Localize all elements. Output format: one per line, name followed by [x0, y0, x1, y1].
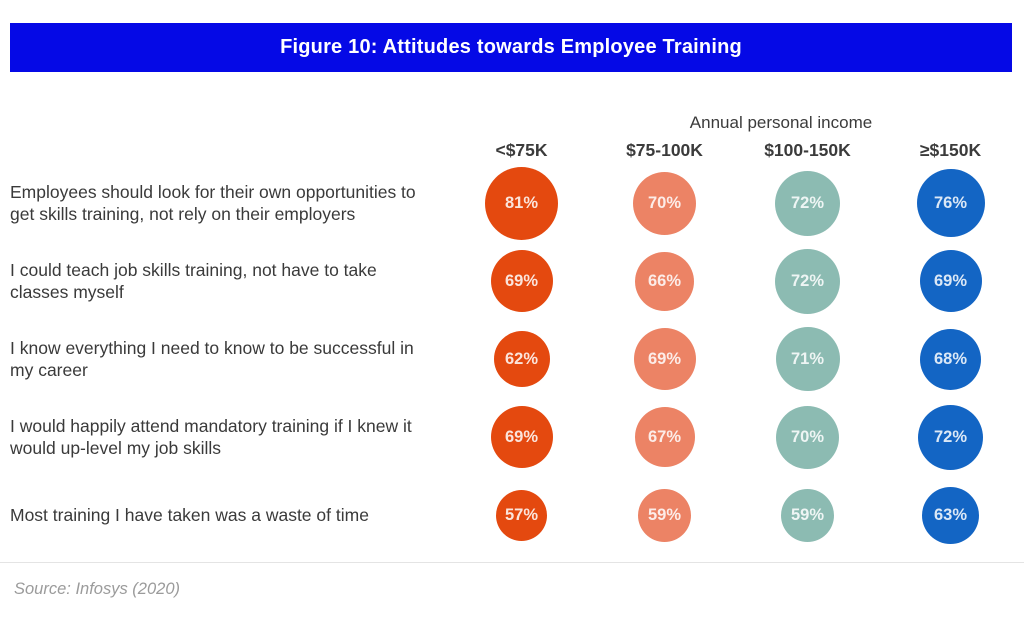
bubble-cell: 70% — [593, 164, 736, 242]
value-bubble: 69% — [490, 406, 553, 468]
figure-title-banner: Figure 10: Attitudes towards Employee Tr… — [10, 23, 1012, 72]
value-bubble: 69% — [490, 250, 553, 312]
table-row: I could teach job skills training, not h… — [10, 242, 1022, 320]
bubble-cell: 68% — [879, 320, 1022, 398]
column-header-1: $75-100K — [626, 140, 703, 160]
table-row: I would happily attend mandatory trainin… — [10, 398, 1022, 476]
value-bubble: 71% — [775, 327, 840, 391]
bubble-cell: 62% — [450, 320, 593, 398]
value-bubble: 72% — [775, 170, 840, 236]
row-label: I would happily attend mandatory trainin… — [10, 415, 412, 458]
value-bubble: 81% — [485, 166, 558, 240]
bubble-cell: 76% — [879, 164, 1022, 242]
bubble-cell: 66% — [593, 242, 736, 320]
value-bubble: 59% — [638, 488, 691, 542]
bubble-cell: 69% — [450, 398, 593, 476]
column-headers: <$75K $75-100K $100-150K ≥$150K — [10, 136, 1022, 164]
row-label: Employees should look for their own oppo… — [10, 181, 416, 224]
value-bubble: 62% — [493, 331, 550, 387]
value-bubble: 76% — [916, 169, 985, 237]
bubble-cell: 59% — [736, 476, 879, 554]
column-header-0: <$75K — [495, 140, 548, 160]
value-bubble: 72% — [918, 404, 983, 470]
column-header-2: $100-150K — [764, 140, 851, 160]
bubble-cell: 69% — [879, 242, 1022, 320]
row-label: I could teach job skills training, not h… — [10, 259, 377, 302]
income-group-label: Annual personal income — [689, 113, 873, 132]
table-row: I know everything I need to know to be s… — [10, 320, 1022, 398]
value-bubble: 67% — [634, 407, 695, 467]
bubble-cell: 69% — [593, 320, 736, 398]
bubble-cell: 70% — [736, 398, 879, 476]
value-bubble: 57% — [496, 489, 547, 541]
bubble-cell: 67% — [593, 398, 736, 476]
value-bubble: 59% — [781, 488, 834, 542]
value-bubble: 70% — [633, 171, 696, 235]
bubble-cell: 69% — [450, 242, 593, 320]
value-bubble: 69% — [919, 250, 982, 312]
group-header-row: Annual personal income — [10, 110, 1022, 136]
value-bubble: 72% — [775, 248, 840, 314]
value-bubble: 70% — [776, 405, 839, 469]
table-row: Employees should look for their own oppo… — [10, 164, 1022, 242]
bubble-cell: 63% — [879, 476, 1022, 554]
bubble-chart: Annual personal income <$75K $75-100K $100… — [10, 110, 1022, 554]
divider-line — [0, 562, 1024, 563]
row-label: I know everything I need to know to be s… — [10, 337, 414, 380]
bubble-cell: 72% — [879, 398, 1022, 476]
value-bubble: 66% — [635, 251, 694, 311]
value-bubble: 69% — [633, 328, 696, 390]
bubble-cell: 72% — [736, 242, 879, 320]
source-note: Source: Infosys (2020) — [14, 580, 180, 598]
table-row: Most training I have taken was a waste o… — [10, 476, 1022, 554]
figure-title: Figure 10: Attitudes towards Employee Tr… — [280, 36, 742, 58]
bubble-cell: 81% — [450, 164, 593, 242]
bubble-cell: 59% — [593, 476, 736, 554]
value-bubble: 63% — [922, 486, 979, 544]
column-header-3: ≥$150K — [919, 140, 982, 160]
chart-rows: Employees should look for their own oppo… — [10, 164, 1022, 554]
row-label: Most training I have taken was a waste o… — [10, 504, 369, 525]
bubble-cell: 71% — [736, 320, 879, 398]
bubble-cell: 57% — [450, 476, 593, 554]
bubble-cell: 72% — [736, 164, 879, 242]
value-bubble: 68% — [920, 328, 981, 390]
